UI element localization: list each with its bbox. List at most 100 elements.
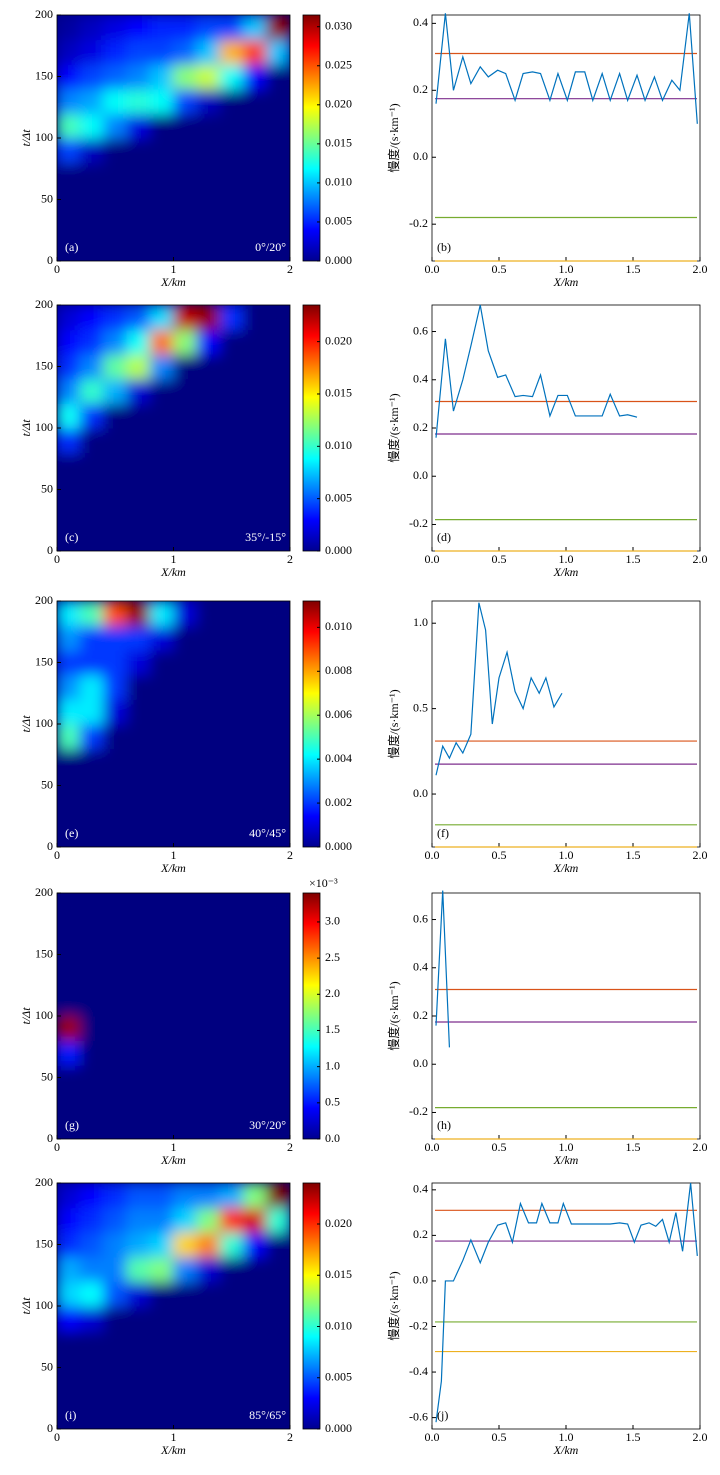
x-tick-label: 1.5: [626, 1140, 641, 1154]
heat-cell: [57, 990, 81, 1017]
heat-cell: [196, 966, 221, 992]
heat-cell: [266, 723, 290, 750]
heat-cell: [173, 941, 198, 968]
panel-label: (c): [65, 530, 78, 544]
heat-cell: [149, 525, 174, 551]
heat-cell: [126, 39, 151, 65]
heat-cell: [57, 63, 81, 90]
heat-cell: [242, 305, 268, 331]
heat-cell: [126, 698, 151, 725]
heat-cell: [219, 966, 244, 992]
heat-cell: [266, 137, 290, 164]
heat-cell: [79, 1040, 105, 1066]
heat-cell: [196, 211, 221, 237]
heat-cell: [242, 211, 268, 237]
heat-cell: [266, 112, 290, 139]
heat-cell: [79, 1183, 105, 1209]
heat-cell: [126, 378, 151, 404]
x-tick-label: 1: [171, 552, 177, 566]
heat-cell: [219, 476, 244, 503]
x-tick-label: 2: [287, 1140, 293, 1154]
y-tick-label: 0.0: [413, 1273, 428, 1287]
colorbar: [302, 892, 321, 1140]
heat-cell: [173, 39, 198, 65]
heat-cell: [266, 1113, 290, 1139]
colorbar-tick-label: 0.000: [325, 253, 352, 267]
heat-cell: [126, 402, 151, 429]
heat-cell: [196, 378, 221, 404]
heat-cell: [266, 452, 290, 478]
heat-cell: [242, 698, 268, 725]
heat-cell: [57, 674, 81, 700]
heat-cell: [173, 1064, 198, 1091]
heat-cell: [57, 329, 81, 355]
panel-label: (b): [437, 240, 451, 254]
y-tick-label: -0.2: [409, 516, 428, 530]
heat-cell: [79, 88, 105, 114]
heat-cell: [266, 1354, 290, 1381]
heat-cell: [103, 378, 128, 404]
heat-cell: [57, 601, 81, 627]
heat-cell: [79, 674, 105, 700]
heat-cell: [126, 772, 151, 799]
heat-cell: [57, 1040, 81, 1066]
y-tick-label: 100: [35, 716, 53, 730]
heat-cell: [103, 452, 128, 478]
heat-cell: [219, 1089, 244, 1115]
heat-cell: [79, 235, 105, 261]
heat-cell: [173, 674, 198, 700]
heat-cell: [219, 1183, 244, 1209]
heat-cell: [126, 1280, 151, 1307]
heat-cell: [126, 1231, 151, 1258]
heat-cell: [173, 186, 198, 213]
heat-cell: [242, 63, 268, 90]
heat-cell: [266, 88, 290, 114]
heat-cell: [266, 402, 290, 429]
heat-cell: [242, 88, 268, 114]
heat-cell: [103, 1183, 128, 1209]
x-tick-label: 0.0: [425, 1430, 440, 1444]
heat-cell: [57, 353, 81, 380]
heat-cell: [149, 1379, 174, 1405]
heat-cell: [126, 137, 151, 164]
x-tick-label: 2.0: [693, 848, 708, 862]
heat-cell: [126, 427, 151, 454]
x-tick-label: 0.0: [425, 552, 440, 566]
y-tick-label: 50: [41, 777, 53, 791]
heat-cell: [242, 112, 268, 139]
x-tick-label: 2: [287, 262, 293, 276]
heat-cell: [266, 1015, 290, 1042]
heat-cell: [196, 452, 221, 478]
heat-cell: [149, 698, 174, 725]
heat-cell: [79, 211, 105, 237]
colorbar-tick-label: 0.015: [325, 386, 352, 400]
heat-cell: [126, 1113, 151, 1139]
heat-cell: [173, 1330, 198, 1356]
x-tick-label: 2.0: [693, 552, 708, 566]
heat-cell: [242, 917, 268, 943]
heat-cell: [242, 1231, 268, 1258]
heat-cell: [266, 1305, 290, 1332]
y-tick-label: 100: [35, 1008, 53, 1022]
x-tick-label: 1.0: [559, 1140, 574, 1154]
heat-cell: [266, 1330, 290, 1356]
x-tick-label: 1.0: [559, 552, 574, 566]
colorbar-tick-label: 0.005: [325, 1370, 352, 1384]
y-tick-label: 100: [35, 1298, 53, 1312]
x-tick-label: 1.5: [626, 1430, 641, 1444]
axes-frame: [431, 600, 701, 848]
heat-cell: [126, 63, 151, 90]
heat-cell: [103, 1064, 128, 1091]
heat-cell: [79, 601, 105, 627]
heat-cell: [126, 1207, 151, 1233]
heat-cell: [266, 941, 290, 968]
heat-cell: [103, 917, 128, 943]
heat-cell: [266, 162, 290, 188]
heat-cell: [149, 427, 174, 454]
y-tick-label: 0.2: [413, 1008, 428, 1022]
heat-cell: [79, 1207, 105, 1233]
heat-cell: [149, 15, 174, 41]
heat-cell: [57, 476, 81, 503]
heat-cell: [242, 501, 268, 527]
x-tick-label: 1: [171, 1430, 177, 1444]
